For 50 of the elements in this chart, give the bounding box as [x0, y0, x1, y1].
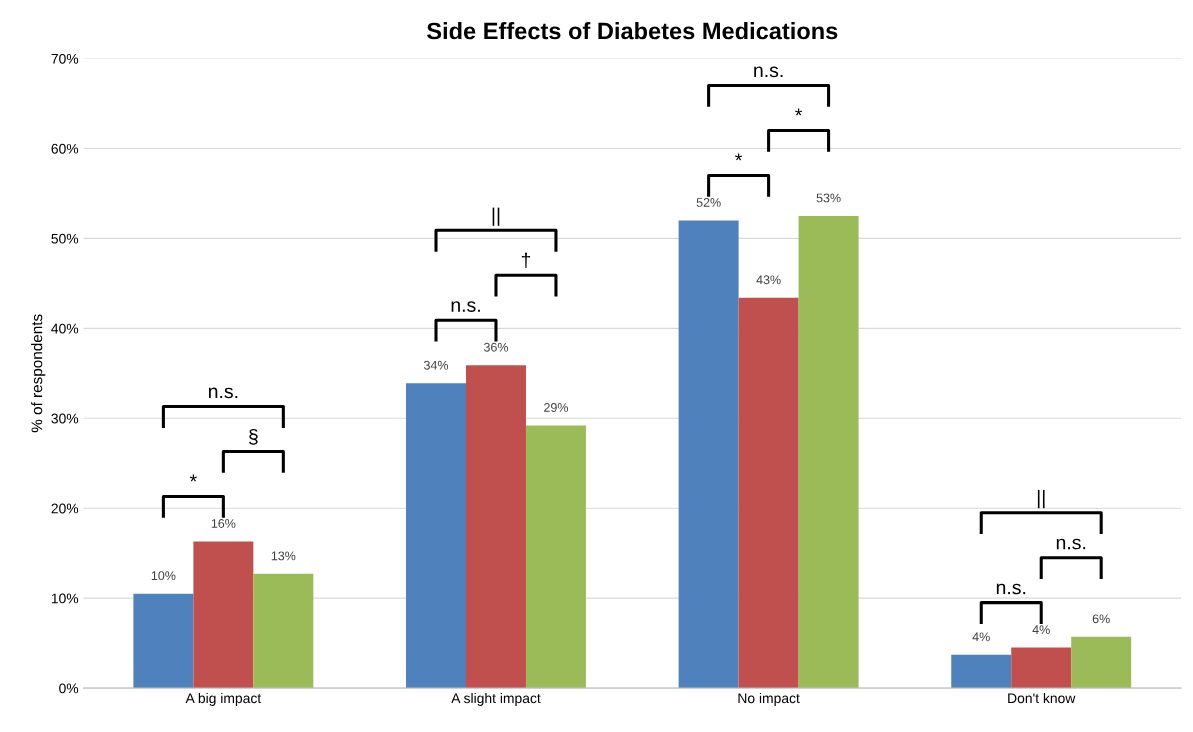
data-label: 36%: [483, 342, 509, 352]
bar: [1071, 636, 1132, 689]
annotation: *: [735, 153, 743, 161]
annotation: †: [521, 252, 531, 269]
bar: [525, 425, 586, 689]
bar: [406, 383, 466, 689]
annotation: n.s.: [451, 301, 480, 312]
x-tick-label: A big impact: [185, 692, 262, 706]
x-tick-label: A slight impact: [451, 692, 541, 706]
bar: [951, 654, 1012, 689]
bar: [193, 541, 254, 689]
y-tick-label: 30%: [51, 413, 79, 424]
y-axis-title: % of respondents: [31, 314, 46, 433]
y-tick-label: 60%: [51, 143, 79, 154]
data-label: 16%: [211, 519, 236, 528]
y-tick-label: 10%: [51, 593, 79, 604]
chart-title: Side Effects of Diabetes Medications: [426, 22, 838, 40]
annotation: n.s.: [1056, 538, 1086, 550]
data-label: 29%: [544, 403, 569, 412]
bar: [253, 573, 314, 689]
y-tick-label: 20%: [51, 503, 79, 514]
data-label: 53%: [816, 193, 841, 203]
data-label: 43%: [756, 275, 781, 285]
annotation: n.s.: [208, 387, 238, 399]
data-label: 52%: [696, 198, 721, 207]
y-tick-label: 50%: [51, 233, 79, 244]
data-label: 13%: [271, 551, 296, 561]
annotation: *: [795, 108, 803, 116]
annotation: n.s.: [996, 583, 1026, 595]
bar: [798, 215, 859, 689]
bar: [1011, 647, 1072, 689]
annotation: *: [189, 474, 197, 482]
annotation: n.s.: [754, 66, 783, 78]
x-tick-label: No impact: [738, 692, 800, 706]
annotation: §: [249, 428, 258, 445]
bar: [678, 220, 739, 689]
y-tick-label: 0%: [59, 683, 79, 694]
data-label: 6%: [1092, 614, 1110, 624]
x-tick-label: Don't know: [1008, 692, 1076, 704]
annotation: ||: [492, 207, 500, 226]
y-tick-label: 70%: [51, 53, 79, 64]
bar: [738, 297, 799, 689]
bar: [133, 593, 194, 689]
data-label: 4%: [972, 632, 990, 642]
y-tick-label: 40%: [51, 323, 79, 334]
bar: [465, 365, 526, 689]
annotation: ||: [1037, 490, 1045, 509]
data-label: 10%: [151, 571, 176, 581]
data-label: 4%: [1032, 625, 1050, 634]
data-label: 34%: [423, 360, 449, 370]
